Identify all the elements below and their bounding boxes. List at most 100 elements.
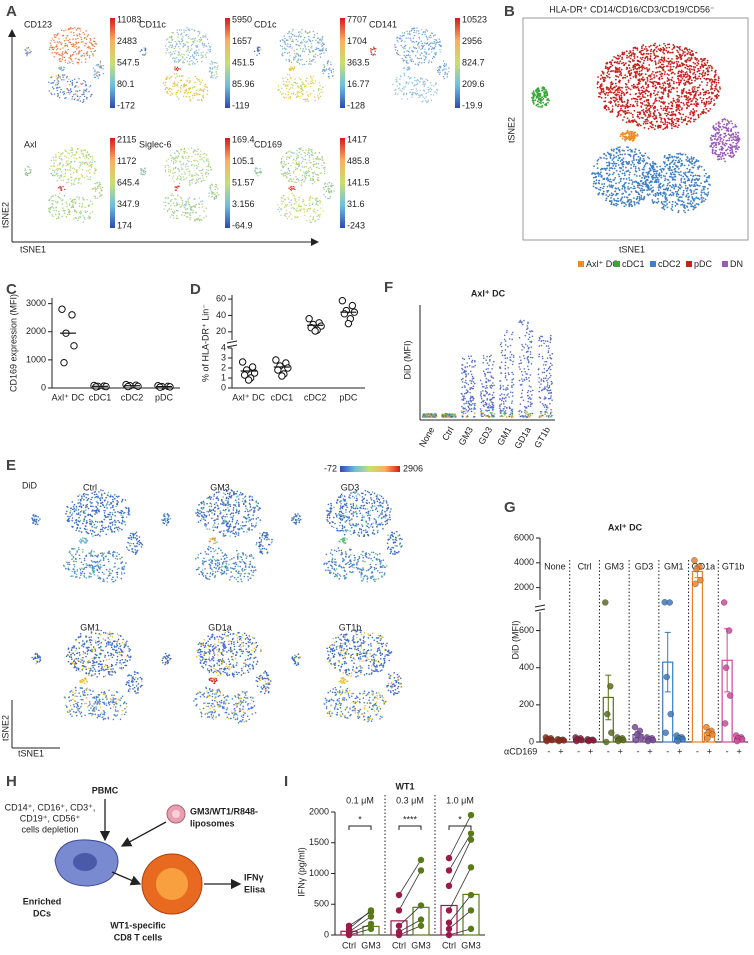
tsne-dot [91,157,94,159]
tsne-dot [256,47,259,49]
tsne-dot [603,177,606,180]
tsne-dot [704,57,707,60]
tsne-dot [94,167,96,170]
tsne-dot [628,111,630,114]
tsne-dot [653,76,656,79]
tsne-dot [439,66,442,69]
tsne-dot [300,86,302,88]
tsne-dot [296,82,299,85]
tsne-dot [52,46,54,49]
tsne-dot [83,89,85,91]
tsne-dot [319,216,321,218]
tsne-dot [99,183,102,185]
tsne-dot [610,148,613,151]
tsne-dot [429,82,432,84]
tsne-dot [407,83,410,85]
tsne-dot [649,75,652,77]
tsne-dot [183,150,185,153]
tsne-dot [424,42,426,44]
colorbar-label: 824.7 [462,57,485,67]
colorbar-label: 105.1 [232,156,255,166]
tsne-dot [182,164,185,166]
tsne-dot [312,79,314,81]
tsne-dot [651,70,654,73]
tsne-dot [311,172,314,174]
tsne-dot [719,87,722,90]
tsne-dot [703,77,706,80]
tsne-dot [286,173,288,175]
tsne-dot [634,169,637,172]
tsne-dot [214,65,216,68]
tsne-dot [174,211,176,213]
tsne-dot [289,97,292,99]
tsne-dot [425,35,427,38]
tsne-dot [51,38,54,40]
tsne-dot [289,76,292,79]
tsne-dot [429,87,432,89]
tsne-dot [690,57,693,60]
tsne-dot [187,35,190,38]
tsne-dot [80,41,82,43]
tsne-dot [96,64,99,66]
tsne-dot [629,198,632,201]
tsne-dot [68,181,70,183]
tsne-dot [692,52,694,55]
tsne-dot [183,31,185,33]
tsne-dot [211,61,214,64]
tsne-dot [83,99,85,101]
tsne-dot [614,66,617,69]
tsne-dot [85,30,87,32]
tsne-dot [185,157,187,160]
tsne-dot [73,210,76,213]
tsne-dot [72,172,75,174]
tsne-dot [290,78,292,80]
tsne-dot [176,202,178,204]
tsne-dot [198,197,201,199]
tsne-dot [173,181,175,183]
tsne-dot [672,71,675,74]
tsne-dot [80,38,83,41]
tsne-dot [648,107,651,110]
tsne-dot [680,181,683,184]
tsne-dot [50,92,52,95]
tsne-dot [187,41,189,44]
tsne-dot [66,45,69,47]
tsne-dot [203,152,206,155]
tsne-dot [653,109,656,112]
tsne-dot [659,83,661,85]
tsne-dot [641,191,644,194]
tsne-dot [673,82,675,85]
tsne-dot [655,66,658,69]
tsne-dot [403,86,405,89]
tsne-dot [140,170,143,172]
tsne-dot [95,188,98,190]
tsne-dot [714,71,717,74]
tsne-dot [396,36,398,39]
tsne-dot [288,51,290,54]
tsne-dot [418,38,421,40]
tsne-dot [617,164,620,166]
tsne-dot [82,101,84,104]
tsne-dot [643,189,645,191]
tsne-dot [195,58,198,61]
tsne-dot [307,53,310,56]
tsne-dot [163,208,165,210]
tsne-dot [64,168,66,171]
colorbar-label: 645.4 [117,177,140,187]
tsne-dot [687,99,690,102]
tsne-dot [646,79,649,82]
tsne-dot [595,176,598,178]
tsne-dot [177,40,179,42]
tsne-dot [416,50,419,52]
tsne-dot [666,82,669,85]
tsne-dot [692,89,694,92]
tsne-dot [281,93,283,95]
tsne-dot [628,52,631,55]
tsne-dot [49,208,52,210]
tsne-dot [89,41,91,43]
tsne-dot [304,98,307,101]
tsne-dot [295,38,298,41]
tsne-dot [673,62,675,65]
tsne-dot [317,41,319,43]
tsne-dot [54,169,56,171]
